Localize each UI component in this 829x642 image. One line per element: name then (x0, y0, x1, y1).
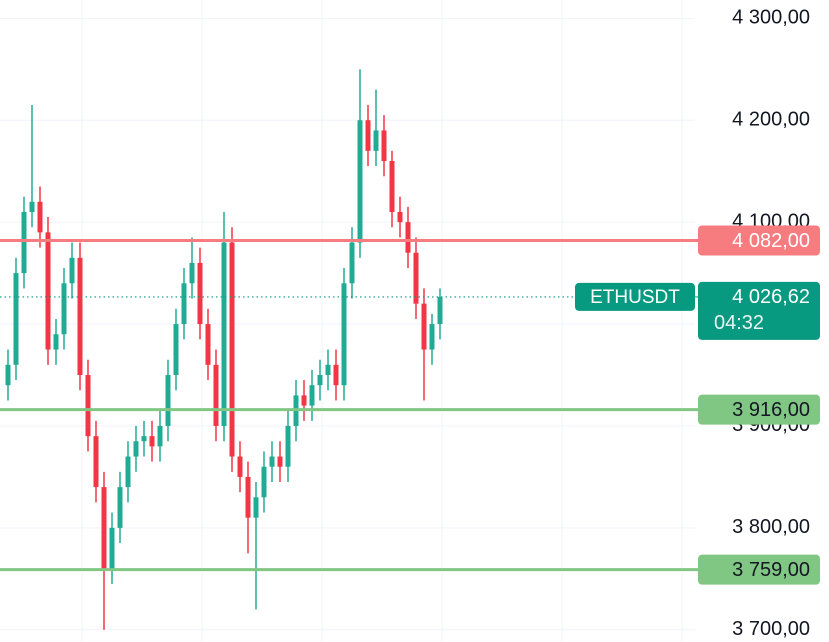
vertical-grid (81, 0, 683, 642)
candle-body (349, 242, 355, 284)
price-line-label: 3 916,00 (732, 399, 810, 421)
price-line-label: 3 759,00 (732, 559, 810, 581)
candle-body (253, 497, 259, 518)
candle-body (181, 283, 187, 325)
price-line-label: 4 082,00 (732, 230, 810, 252)
candle-body (333, 364, 339, 386)
candle-body (69, 257, 75, 284)
candle-body (397, 211, 403, 223)
symbol-label: ETHUSDT (590, 287, 680, 308)
candle-body (101, 487, 107, 569)
candle-body (325, 364, 331, 376)
candle-body (141, 436, 147, 442)
candle-body (357, 120, 363, 243)
candle-body (421, 303, 427, 350)
price-line-box (698, 394, 820, 425)
candle-body (37, 201, 43, 233)
last-price-label: 4 026,62 (732, 286, 810, 308)
candle-body (413, 252, 419, 304)
candle-body (277, 456, 283, 467)
candle-body (381, 130, 387, 162)
candle-body (317, 375, 323, 386)
candle-body (29, 201, 35, 212)
candle-body (13, 273, 19, 365)
symbol-box (575, 282, 695, 311)
candle-body (261, 466, 267, 498)
candle-body (245, 476, 251, 518)
candle-body (229, 242, 235, 457)
countdown-label: 04:32 (714, 312, 764, 334)
y-tick-label: 3 800,00 (732, 516, 810, 538)
candle-body (45, 232, 51, 350)
candle-body (117, 487, 123, 528)
candle-body (213, 364, 219, 426)
candle-body (205, 324, 211, 365)
candle-body (149, 436, 155, 447)
y-tick-label: 4 300,00 (732, 7, 810, 29)
candle-body (5, 364, 11, 386)
candle-body (389, 161, 395, 212)
y-tick-label: 4 200,00 (732, 109, 810, 131)
candle-body (109, 527, 115, 569)
last-price-box (698, 281, 820, 340)
candle-body (285, 425, 291, 467)
price-line-box (698, 225, 820, 256)
candle-body (341, 283, 347, 386)
candle-body (269, 456, 275, 467)
candle-body (301, 395, 307, 406)
candle-body (309, 385, 315, 406)
y-tick-label: 3 700,00 (732, 618, 810, 640)
candle-body (365, 120, 371, 151)
candle-body (77, 257, 83, 376)
candle-body (405, 222, 411, 253)
candle-body (429, 324, 435, 350)
candle-body (237, 456, 243, 477)
candle-body (125, 456, 131, 488)
candle-body (173, 324, 179, 376)
candle-body (61, 283, 67, 335)
candle-body (53, 334, 59, 350)
price-line-box (698, 554, 820, 585)
candle-body (373, 130, 379, 151)
candle-body (157, 425, 163, 447)
candle-body (133, 441, 139, 457)
candle-body (189, 262, 195, 284)
candles (5, 69, 443, 630)
candle-body (165, 375, 171, 426)
candle-body (93, 436, 99, 488)
candle-body (221, 242, 227, 426)
candle-body (21, 211, 27, 274)
candle-body (85, 375, 91, 437)
candle-body (197, 262, 203, 325)
candle-body (437, 296, 443, 325)
